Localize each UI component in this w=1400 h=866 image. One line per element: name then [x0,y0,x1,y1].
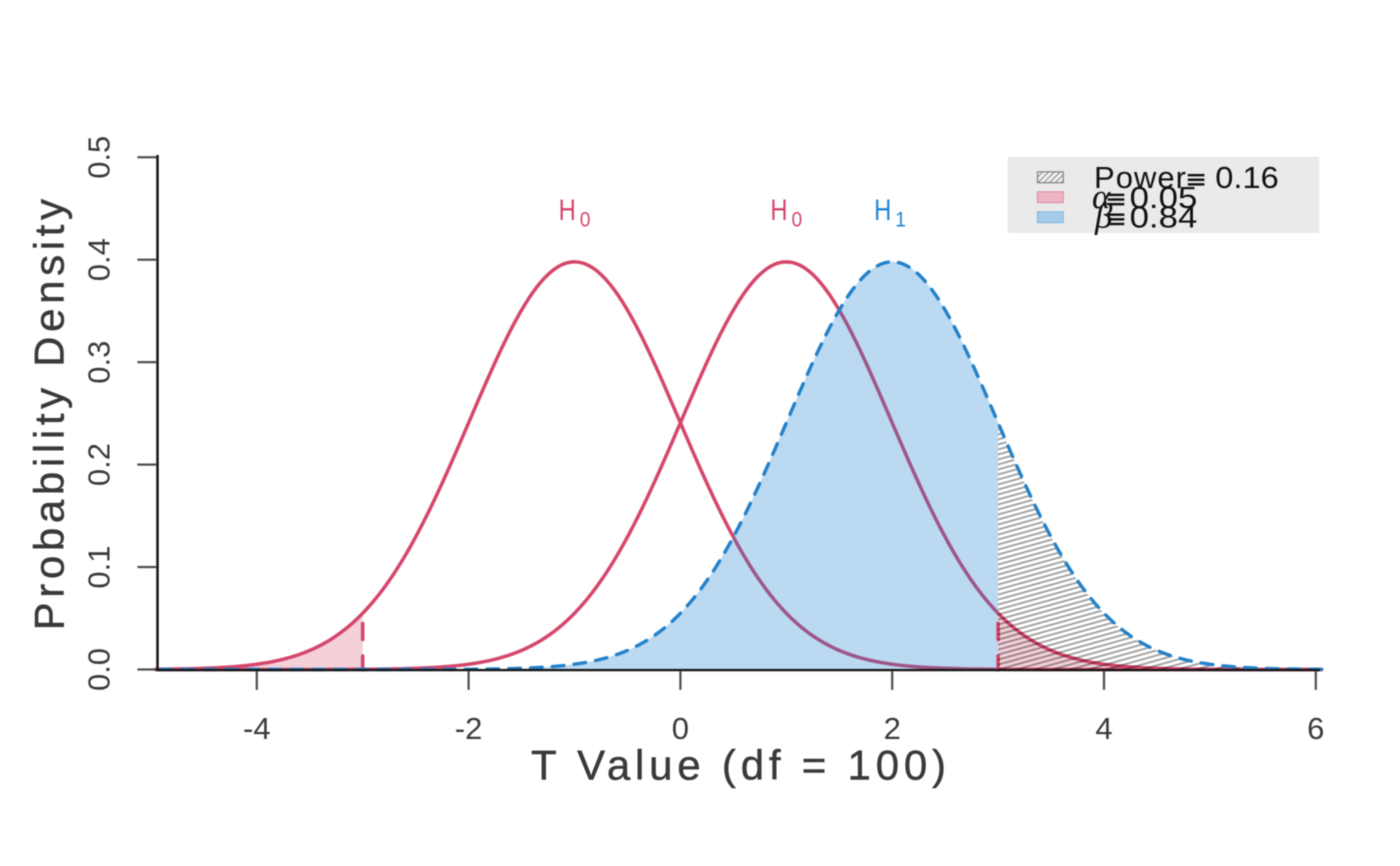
svg-text:α: α [1092,177,1111,216]
svg-text:-2: -2 [455,711,483,746]
svg-text:0.16: 0.16 [1215,160,1278,195]
svg-text:0.3: 0.3 [82,341,117,384]
svg-text:H: H [559,194,576,227]
svg-text:Power: Power [1094,160,1186,195]
svg-text:0.4: 0.4 [82,238,117,281]
svg-text:H: H [874,194,891,227]
svg-text:0.1: 0.1 [82,545,117,588]
svg-text:0: 0 [580,209,591,232]
svg-text:0.5: 0.5 [82,136,117,179]
svg-text:Probability Density: Probability Density [26,199,73,630]
svg-text:0: 0 [672,711,689,746]
svg-text:0.2: 0.2 [82,443,117,486]
svg-text:0: 0 [792,209,803,232]
svg-text:4: 4 [1095,711,1112,746]
svg-text:β: β [1094,197,1113,236]
svg-text:2: 2 [884,711,901,746]
svg-text:-4: -4 [243,711,271,746]
svg-text:H: H [770,194,787,227]
svg-text:0.05: 0.05 [1130,180,1198,215]
svg-text:0.84: 0.84 [1130,200,1198,235]
svg-text:1: 1 [895,209,906,232]
svg-text:6: 6 [1307,711,1324,746]
svg-text:0.0: 0.0 [82,648,117,691]
